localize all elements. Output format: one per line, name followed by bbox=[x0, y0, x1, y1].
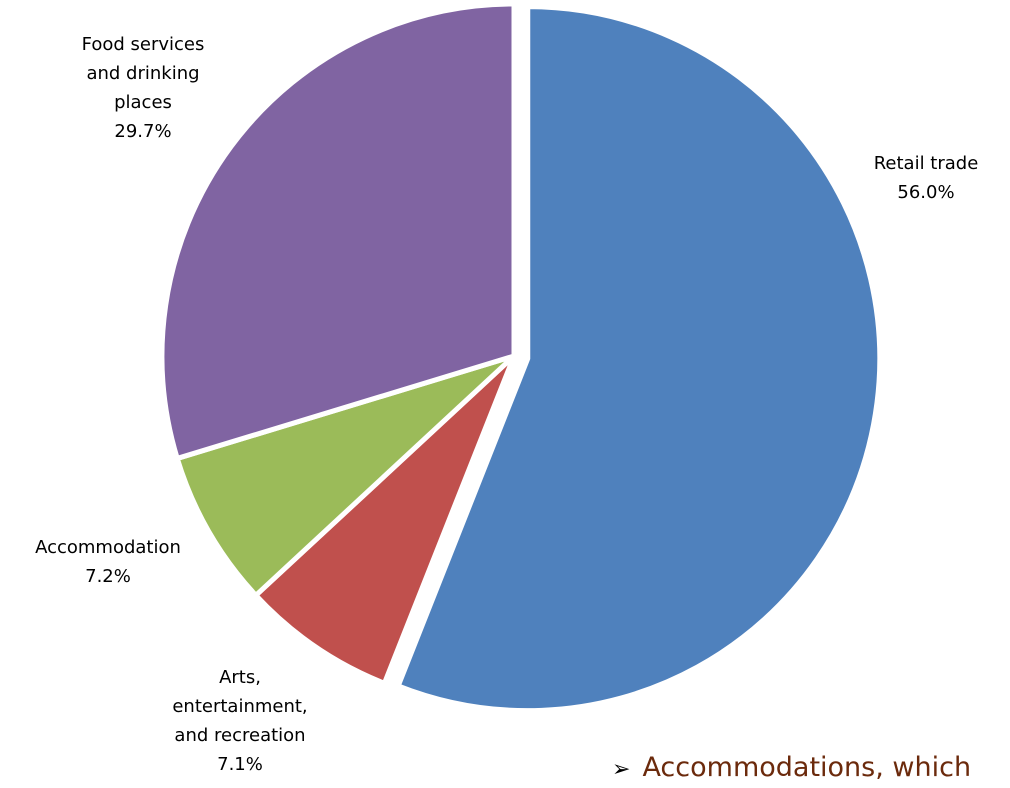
slice-label-arts-entertainment-and-recreation: Arts, entertainment, and recreation 7.1% bbox=[172, 667, 307, 775]
arrow-bullet-icon: ➢ bbox=[612, 757, 631, 782]
pie-slice-retail-trade bbox=[395, 4, 883, 714]
slide-bullet-text: ➢ Accommodations, which bbox=[612, 752, 971, 783]
pie-slice-arts-entertainment-and-recreation bbox=[253, 353, 517, 686]
slice-label-food-services-and-drinking-places: Food services and drinking places 29.7% bbox=[82, 34, 205, 142]
slice-value-label: 29.7% bbox=[114, 121, 171, 142]
slice-name-label: Retail trade bbox=[874, 153, 979, 174]
slice-name-label: entertainment, bbox=[172, 696, 307, 717]
slice-labels: Retail trade 56.0% Arts, entertainment, and … bbox=[35, 34, 978, 775]
pie-slice-food-services-and-drinking-places bbox=[159, 1, 517, 461]
slice-name-label: Accommodation bbox=[35, 537, 181, 558]
slice-name-label: Arts, bbox=[219, 667, 261, 688]
slice-name-label: places bbox=[114, 92, 172, 113]
slice-name-label: and drinking bbox=[86, 63, 199, 84]
slice-value-label: 7.1% bbox=[217, 754, 263, 775]
bullet-text: Accommodations, which bbox=[642, 752, 972, 783]
slice-label-accommodation: Accommodation 7.2% bbox=[35, 537, 181, 587]
slice-name-label: Food services bbox=[82, 34, 205, 55]
slice-name-label: and recreation bbox=[174, 725, 305, 746]
pie-slices bbox=[159, 1, 883, 714]
slice-value-label: 56.0% bbox=[897, 182, 954, 203]
slice-value-label: 7.2% bbox=[85, 566, 131, 587]
pie-slice-accommodation bbox=[174, 353, 517, 598]
slice-label-retail-trade: Retail trade 56.0% bbox=[874, 153, 979, 203]
